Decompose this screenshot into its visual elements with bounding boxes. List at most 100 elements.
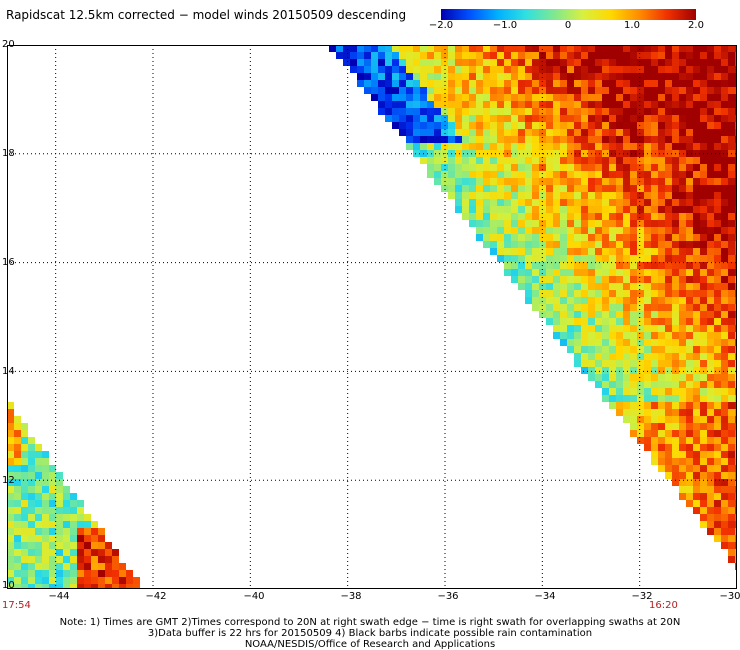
wind-cell <box>616 381 623 388</box>
wind-cell <box>721 248 728 255</box>
wind-cell <box>427 59 434 66</box>
wind-cell <box>399 108 406 115</box>
wind-cell <box>546 178 553 185</box>
wind-cell <box>721 311 728 318</box>
wind-cell <box>364 87 371 94</box>
wind-cell <box>91 563 98 570</box>
wind-cell <box>693 94 700 101</box>
wind-cell <box>532 185 539 192</box>
wind-cell <box>581 276 588 283</box>
wind-cell <box>672 185 679 192</box>
wind-cell <box>413 129 420 136</box>
wind-cell <box>588 339 595 346</box>
wind-cell <box>476 185 483 192</box>
wind-cell <box>721 262 728 269</box>
wind-cell <box>56 479 63 486</box>
wind-cell <box>721 199 728 206</box>
wind-cell <box>651 52 658 59</box>
wind-cell <box>511 192 518 199</box>
wind-cell <box>651 143 658 150</box>
wind-cell <box>581 206 588 213</box>
wind-cell <box>672 227 679 234</box>
wind-cell <box>707 367 714 374</box>
wind-cell <box>665 234 672 241</box>
wind-cell <box>455 52 462 59</box>
wind-cell <box>483 129 490 136</box>
wind-cell <box>511 262 518 269</box>
wind-cell <box>483 150 490 157</box>
wind-cell <box>700 171 707 178</box>
wind-cell <box>518 115 525 122</box>
wind-cell <box>7 451 14 458</box>
wind-cell <box>581 73 588 80</box>
wind-cell <box>665 381 672 388</box>
wind-cell <box>35 535 42 542</box>
wind-cell <box>630 241 637 248</box>
wind-cell <box>644 241 651 248</box>
wind-cell <box>658 451 665 458</box>
wind-cell <box>539 269 546 276</box>
wind-cell <box>462 122 469 129</box>
wind-cell <box>560 171 567 178</box>
wind-cell <box>518 185 525 192</box>
wind-cell <box>637 220 644 227</box>
wind-cell <box>672 262 679 269</box>
wind-cell <box>77 549 84 556</box>
lon-label: −42 <box>145 591 167 602</box>
wind-cell <box>84 528 91 535</box>
wind-cell <box>637 430 644 437</box>
wind-cell <box>728 374 735 381</box>
wind-cell <box>364 52 371 59</box>
wind-cell <box>588 59 595 66</box>
wind-cell <box>105 549 112 556</box>
wind-cell <box>28 528 35 535</box>
wind-cell <box>686 80 693 87</box>
wind-cell <box>518 157 525 164</box>
wind-cell <box>602 108 609 115</box>
wind-cell <box>98 584 105 589</box>
wind-cell <box>49 521 56 528</box>
grid-lines <box>7 45 737 589</box>
wind-cell <box>721 325 728 332</box>
wind-cell <box>679 339 686 346</box>
wind-cell <box>413 101 420 108</box>
wind-cell <box>644 339 651 346</box>
wind-cell <box>70 577 77 584</box>
wind-cell <box>714 143 721 150</box>
wind-cell <box>665 409 672 416</box>
wind-cell <box>504 213 511 220</box>
wind-cell <box>35 493 42 500</box>
wind-cell <box>532 171 539 178</box>
wind-cell <box>546 192 553 199</box>
wind-cell <box>672 360 679 367</box>
wind-cell <box>707 178 714 185</box>
wind-cell <box>609 241 616 248</box>
wind-cell <box>469 66 476 73</box>
wind-cell <box>616 206 623 213</box>
wind-cell <box>581 304 588 311</box>
wind-cell <box>532 66 539 73</box>
wind-cell <box>693 339 700 346</box>
wind-cell <box>609 269 616 276</box>
wind-cell <box>518 283 525 290</box>
wind-cell <box>490 220 497 227</box>
wind-cell <box>553 94 560 101</box>
wind-cell <box>525 227 532 234</box>
wind-cell <box>721 479 728 486</box>
wind-cell <box>623 52 630 59</box>
wind-cell <box>553 213 560 220</box>
wind-cell <box>98 563 105 570</box>
wind-cell <box>609 178 616 185</box>
wind-cell <box>518 94 525 101</box>
wind-cell <box>609 234 616 241</box>
wind-cell <box>588 241 595 248</box>
wind-cell <box>413 136 420 143</box>
wind-cell <box>581 157 588 164</box>
wind-cell <box>679 164 686 171</box>
wind-cell <box>497 94 504 101</box>
wind-cell <box>490 227 497 234</box>
wind-cell <box>511 213 518 220</box>
wind-cell <box>497 227 504 234</box>
wind-cell <box>714 458 721 465</box>
wind-cell <box>616 164 623 171</box>
